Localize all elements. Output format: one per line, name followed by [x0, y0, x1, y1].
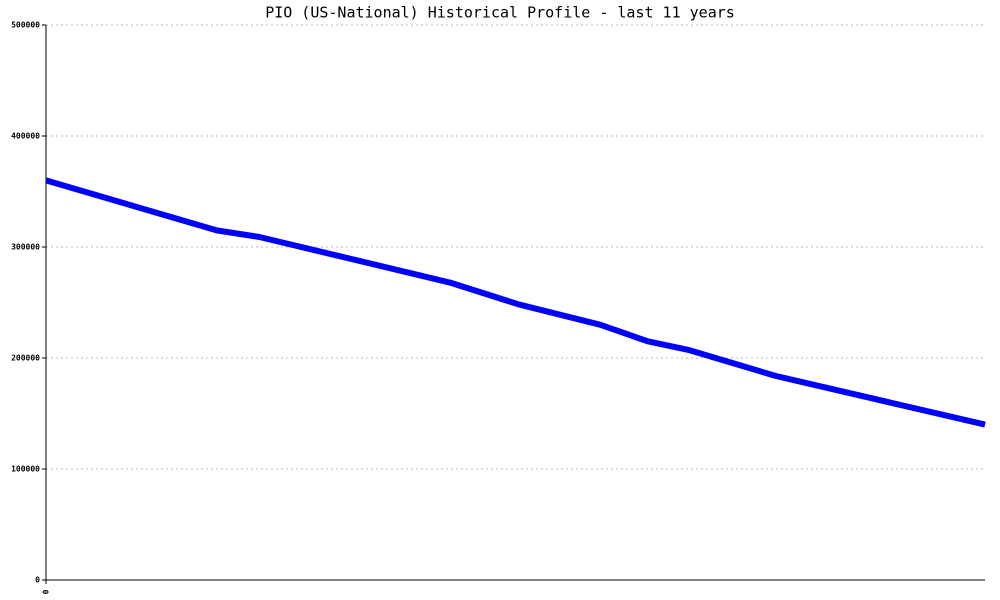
y-tick-label: 200000	[11, 354, 40, 363]
y-tick-label: 400000	[11, 132, 40, 141]
y-tick-label: 500000	[11, 21, 40, 30]
series-line	[45, 177, 986, 428]
y-tick-label: 0	[35, 576, 40, 585]
y-tick-label: 300000	[11, 243, 40, 252]
x-tick-label: 0	[42, 589, 51, 594]
chart-title: PIO (US-National) Historical Profile - l…	[265, 4, 735, 22]
y-tick-label: 100000	[11, 465, 40, 474]
